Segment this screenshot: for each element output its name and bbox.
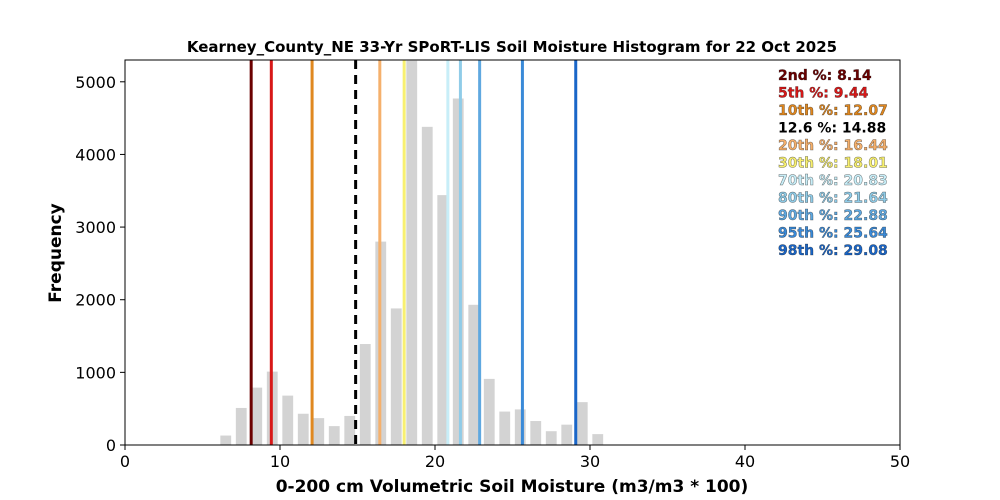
histogram-bar [220,435,232,445]
y-tick-label: 3000 [75,218,116,237]
histogram-bar [282,395,294,445]
legend-entry: 90th %: 22.88 [778,208,888,224]
histogram-bar [561,424,573,445]
histogram-bar [530,421,542,445]
percentile-lines [249,60,578,445]
histogram-bar [437,195,449,445]
histogram-bar [390,308,402,445]
legend-entry: 70th %: 20.83 [778,173,888,189]
histogram-bar [545,431,557,445]
legend-entry: 10th %: 12.07 [778,103,888,119]
legend-entry: 20th %: 16.44 [778,138,888,154]
y-tick-label: 4000 [75,145,116,164]
histogram-bar [251,387,263,445]
y-axis-label: Frequency [46,203,66,303]
histogram-bar [499,411,511,445]
plot-frame [124,59,901,446]
legend-entry: 2nd %: 8.14 [778,68,872,84]
histogram-bar [592,434,604,445]
legend-entry: 98th %: 29.08 [778,243,888,259]
y-tick-label: 5000 [75,73,116,92]
histogram-bar [297,413,309,445]
histogram-bar [344,415,356,445]
x-tick-label: 50 [890,452,910,471]
legend-entry: 80th %: 21.64 [778,191,888,207]
legend-entry: 12.6 %: 14.88 [778,121,886,137]
histogram-bar [406,60,418,446]
histogram-bar [452,98,464,445]
legend-entry: 5th %: 9.44 [778,86,869,102]
y-tick-label: 0 [106,436,116,455]
x-axis-label: 0-200 cm Volumetric Soil Moisture (m3/m3… [276,477,749,497]
histogram-bar [514,409,526,445]
y-tick-label: 1000 [75,363,116,382]
x-axis-ticks: 0 10 20 30 40 50 [120,445,910,471]
x-tick-label: 40 [735,452,755,471]
histogram-bar [576,402,588,445]
x-tick-label: 10 [270,452,290,471]
histogram-bar [421,126,433,445]
chart-title: Kearney_County_NE 33-Yr SPoRT-LIS Soil M… [187,38,837,56]
x-tick-label: 20 [425,452,445,471]
histogram-bar [313,418,325,445]
x-tick-label: 0 [120,452,130,471]
histogram-bar [468,304,480,445]
histogram-bar [483,378,495,445]
legend-entry: 30th %: 18.01 [778,156,888,172]
y-axis-ticks: 0 1000 2000 3000 4000 5000 [75,73,125,455]
x-tick-label: 30 [580,452,600,471]
histogram-bar [359,344,371,445]
legend-entry: 95th %: 25.64 [778,226,888,242]
histogram-bars [220,60,604,446]
histogram-bar [235,407,247,445]
histogram-bar [328,426,340,445]
y-tick-label: 2000 [75,291,116,310]
